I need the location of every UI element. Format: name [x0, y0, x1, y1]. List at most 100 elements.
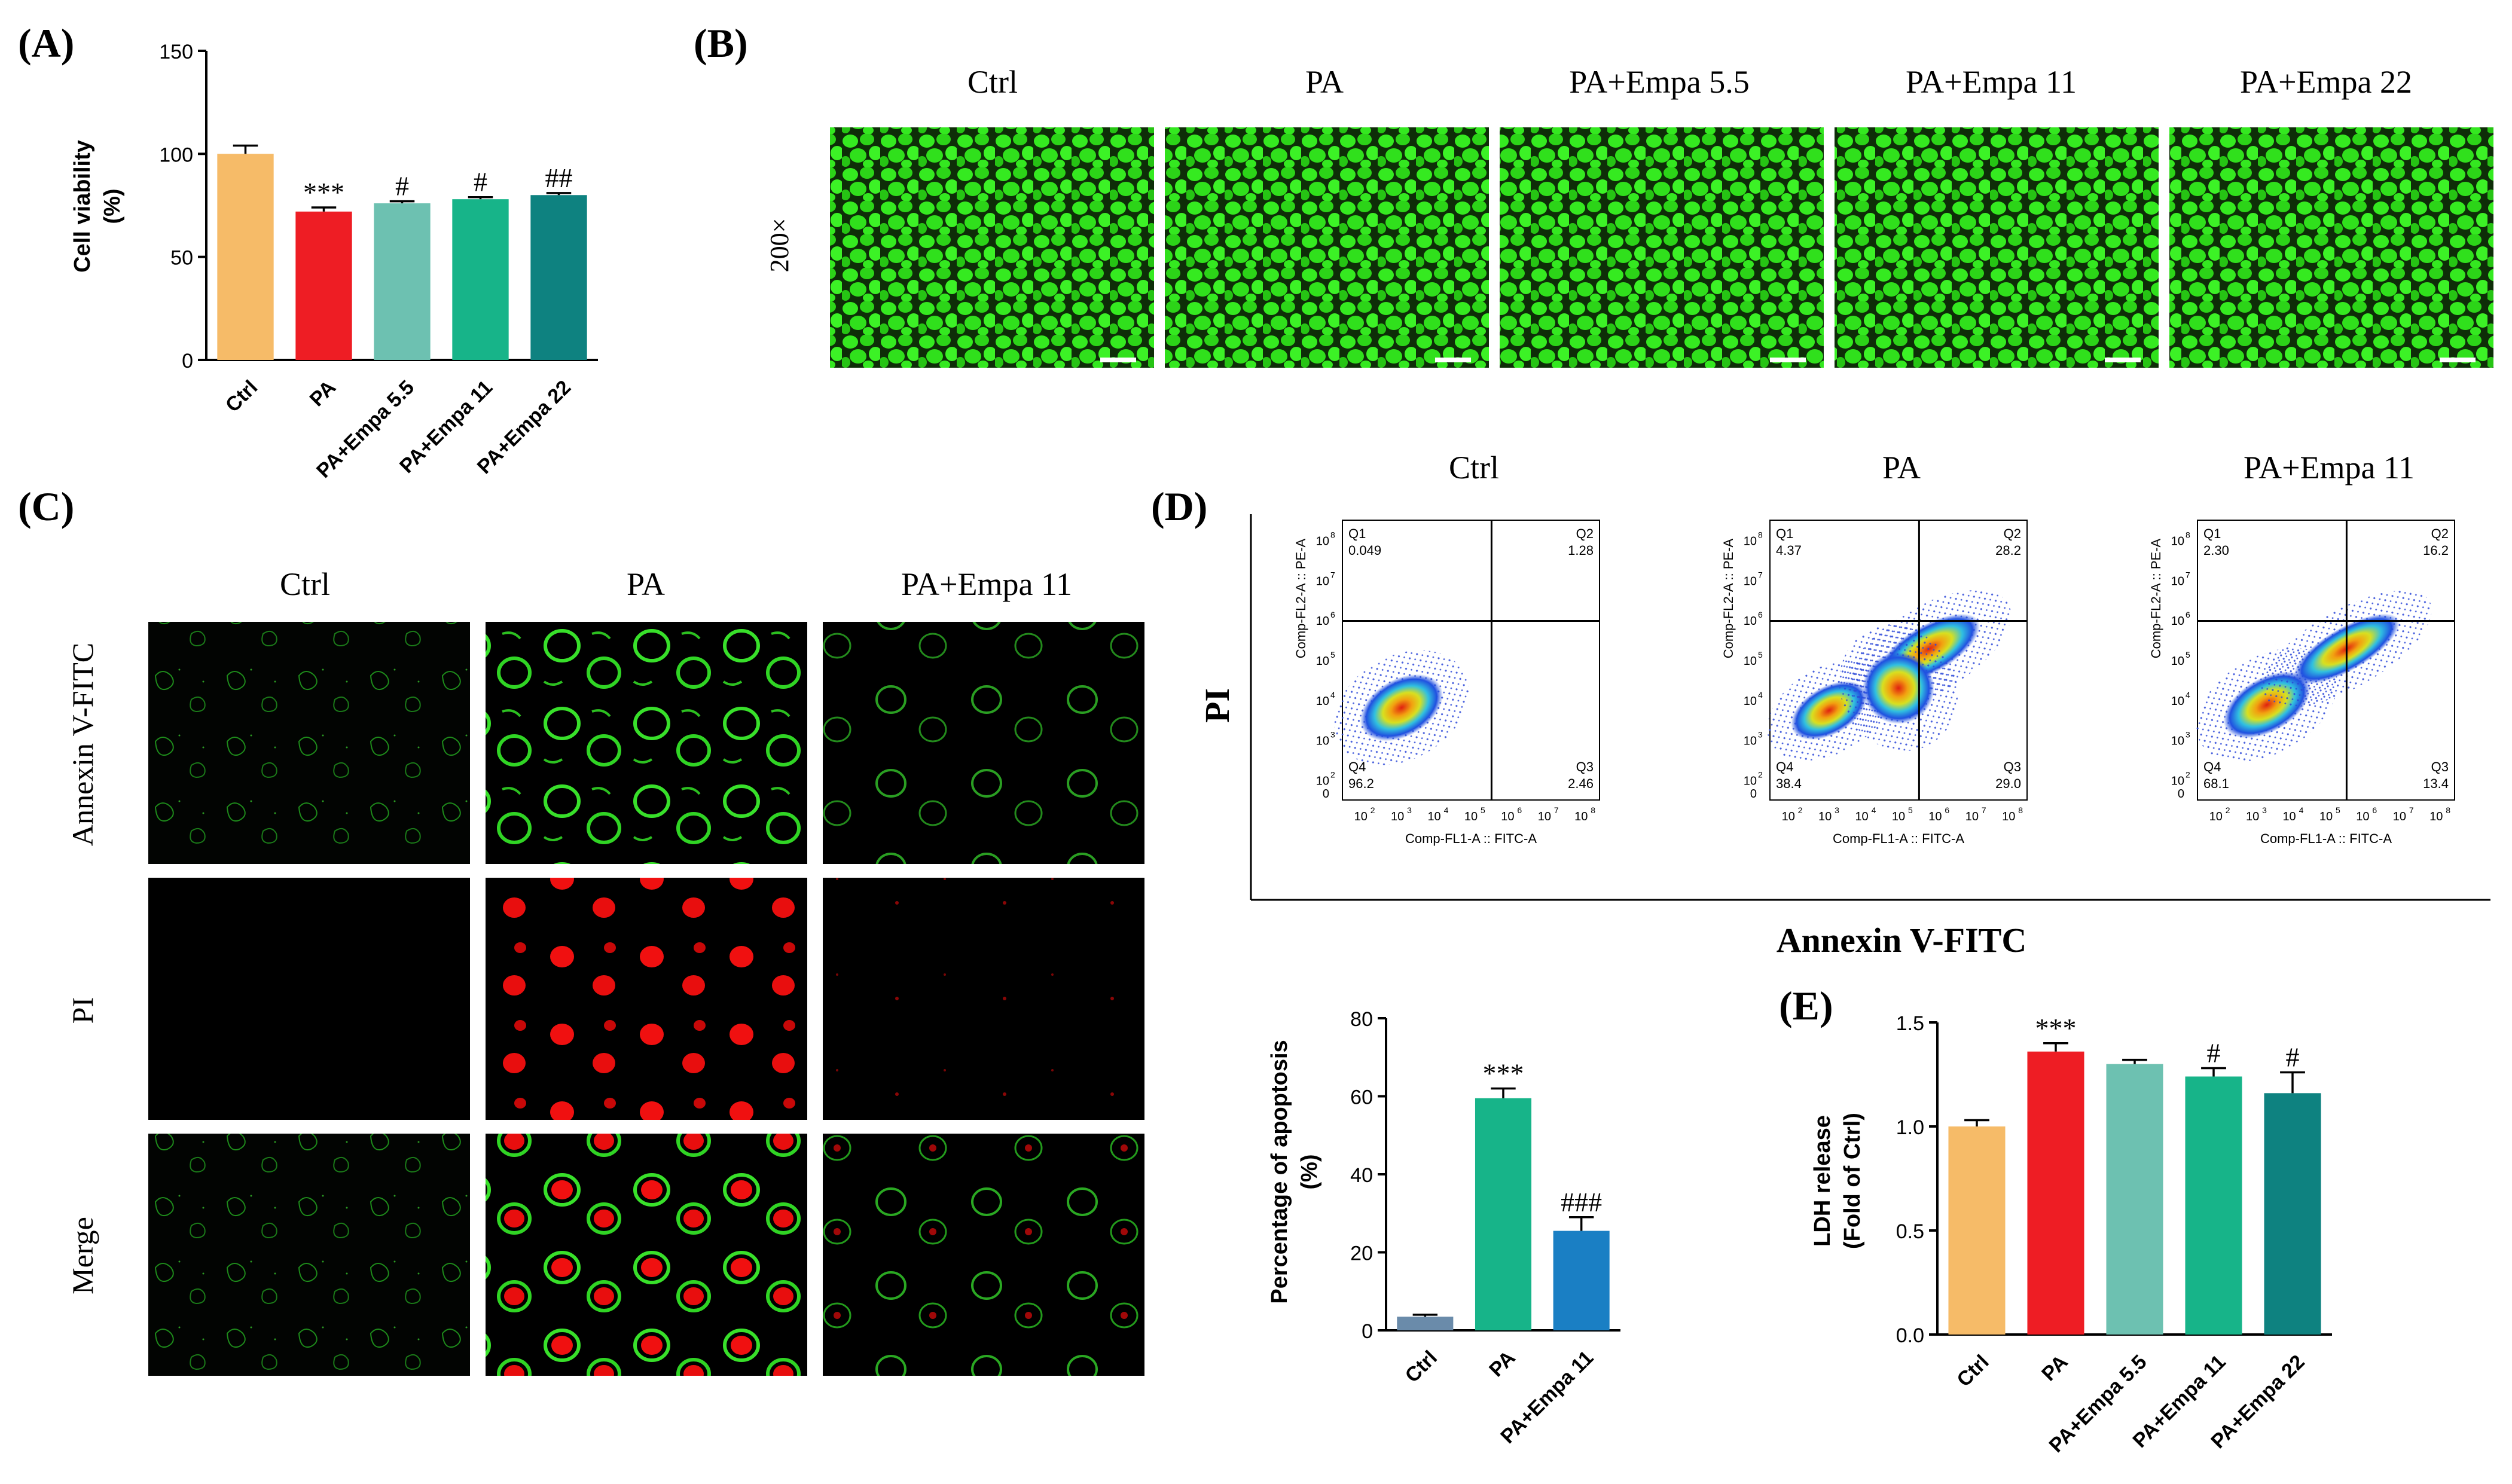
micrograph-pa-empa-11 [1835, 127, 2159, 368]
micrograph-pa-empa-22 [2169, 127, 2493, 368]
significance-mark: *** [2035, 1013, 2077, 1043]
confocal-pi-ctrl [148, 878, 470, 1120]
y-tick-exponent: 5 [2186, 650, 2190, 659]
quadrant-name-q4: Q4 [1776, 759, 1793, 774]
quadrant-name-q4: Q4 [1348, 759, 1366, 774]
confocal-merge-pa [486, 1134, 807, 1376]
quadrant-value-q2: 1.28 [1568, 543, 1594, 558]
y-tick-exponent: 3 [1330, 730, 1335, 740]
x-tick-exponent: 2 [1798, 805, 1803, 815]
chart-e-ylabel: LDH release [1810, 1115, 1835, 1247]
significance-mark: *** [1483, 1058, 1524, 1088]
y-tick-label: 10 [2171, 535, 2184, 548]
ldh-release-chart: LDH release (Fold of Ctrl) 0.0 0.5 1.0 1.5 C… [1810, 1012, 2332, 1457]
x-tick-label: 10 [1501, 810, 1514, 823]
x-tick-label: 10 [2002, 810, 2015, 823]
bar [1397, 1317, 1454, 1330]
x-tick-label: 10 [1892, 810, 1905, 823]
panel-c-col-ctrl: Ctrl [280, 566, 330, 602]
y-tick-exponent: 3 [2186, 730, 2190, 740]
y-tick-label: 80 [1350, 1008, 1373, 1031]
x-tick-exponent: 8 [2018, 805, 2023, 815]
y-tick-label: 10 [1744, 735, 1757, 748]
chart-d-ylabel-unit: (%) [1297, 1154, 1322, 1189]
quadrant-name-q3: Q3 [2004, 759, 2021, 774]
flow-x-title: Annexin V-FITC [1777, 921, 2026, 960]
y-tick-exponent: 7 [1758, 570, 1763, 579]
significance-mark: # [474, 167, 487, 197]
x-tick-exponent: 6 [1945, 805, 1949, 815]
bar [452, 199, 509, 360]
y-tick-exponent: 4 [1758, 690, 1763, 700]
y-tick-label: 10 [1744, 575, 1757, 588]
quadrant-name-q2: Q2 [2004, 526, 2021, 541]
panel-b-title-ctrl: Ctrl [967, 64, 1018, 100]
x-tick-exponent: 6 [1517, 805, 1522, 815]
x-tick-label: 10 [2282, 810, 2296, 823]
x-tick-label: 10 [1782, 810, 1795, 823]
quadrant-value-q3: 2.46 [1568, 776, 1594, 791]
quadrant-value-q3: 29.0 [1995, 776, 2021, 791]
quadrant-value-q1: 2.30 [2203, 543, 2229, 558]
flow-y-title: PI [1198, 688, 1237, 723]
y-tick-label: 1.0 [1896, 1116, 1924, 1139]
y-tick-label: 10 [1316, 655, 1329, 668]
y-tick-label: 10 [2171, 655, 2184, 668]
y-tick-exponent: 8 [1330, 530, 1335, 539]
x-tick-exponent: 3 [1407, 805, 1412, 815]
bar [217, 154, 274, 360]
category-label: Ctrl [1401, 1346, 1442, 1387]
panel-c-col-pa-empa-11: PA+Empa 11 [901, 566, 1072, 602]
confocal-pi-pa-empa-11 [823, 878, 1144, 1120]
y-tick-exponent: 4 [1330, 690, 1335, 700]
flow-axis-y-label: Comp-FL2-A :: PE-A [1293, 538, 1308, 658]
flow-axis-x-label: Comp-FL1-A :: FITC-A [2260, 831, 2392, 846]
y-tick-label: 10 [2171, 775, 2184, 788]
chart-a-ylabel-unit: (%) [100, 188, 125, 224]
significance-mark: ## [545, 163, 573, 193]
x-tick-exponent: 8 [2446, 805, 2450, 815]
panel-b-magnification: 200× [765, 218, 794, 273]
quadrant-value-q4: 96.2 [1348, 776, 1374, 791]
y-tick-exponent: 6 [1330, 610, 1335, 619]
quadrant-name-q2: Q2 [1576, 526, 1594, 541]
panel-label-d: (D) [1151, 484, 1207, 529]
category-label: PA [306, 376, 340, 411]
y-tick-exponent: 6 [1758, 610, 1763, 619]
y-tick-exponent: 2 [1758, 770, 1763, 780]
flow-density [1360, 674, 1443, 741]
x-tick-exponent: 7 [2409, 805, 2414, 815]
significance-mark: # [2207, 1038, 2221, 1068]
flow-density [1863, 652, 1934, 724]
x-tick-exponent: 5 [2336, 805, 2340, 815]
panel-b-title-pa-empa-11: PA+Empa 11 [1906, 64, 2077, 100]
x-tick-label: 10 [1427, 810, 1440, 823]
category-label: Ctrl [221, 376, 262, 417]
chart-e-ylabel-unit: (Fold of Ctrl) [1840, 1113, 1865, 1249]
x-tick-label: 10 [2429, 810, 2443, 823]
y-tick-exponent: 5 [1758, 650, 1763, 659]
confocal-pi-pa [486, 878, 807, 1120]
y-tick-label: 50 [170, 247, 193, 270]
x-tick-exponent: 3 [2262, 805, 2267, 815]
confocal-annexin-pa [486, 622, 807, 864]
x-tick-exponent: 3 [1835, 805, 1839, 815]
bar [1948, 1126, 2006, 1335]
bar [1553, 1230, 1610, 1330]
quadrant-name-q1: Q1 [1348, 526, 1366, 541]
bar [530, 195, 587, 360]
bar [295, 211, 352, 360]
quadrant-name-q4: Q4 [2203, 759, 2221, 774]
bar [2185, 1076, 2242, 1335]
x-tick-label: 10 [1354, 810, 1368, 823]
y-tick-label: 10 [1316, 735, 1329, 748]
x-tick-exponent: 4 [1444, 805, 1449, 815]
y-tick-exponent: 3 [1758, 730, 1763, 740]
x-tick-label: 10 [1574, 810, 1588, 823]
y-tick-label: 10 [1316, 535, 1329, 548]
panel-b-images: Ctrl PA PA+Empa 5.5 PA+Empa 11 PA+Empa 2… [765, 64, 2493, 368]
x-tick-exponent: 8 [1591, 805, 1595, 815]
quadrant-name-q1: Q1 [2203, 526, 2221, 541]
y-tick-label: 10 [2171, 695, 2184, 708]
micrograph-ctrl [830, 127, 1154, 368]
